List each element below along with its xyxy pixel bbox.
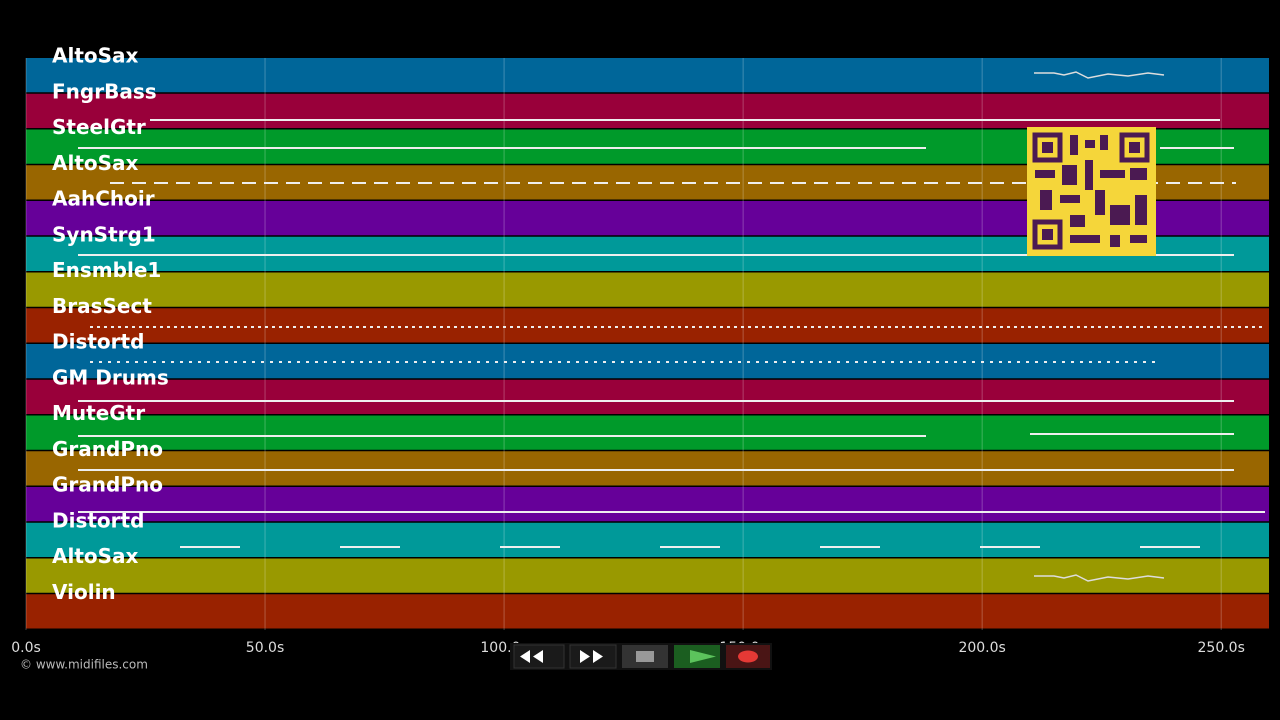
- x-tick-label: 50.0s: [246, 640, 284, 656]
- track-name: FngrBass: [52, 79, 157, 103]
- track-name: Distortd: [52, 508, 144, 532]
- fast-forward-button[interactable]: [569, 644, 617, 669]
- track-band: [26, 594, 1269, 629]
- grid: [25, 58, 1222, 630]
- track-name: MuteGtr: [52, 401, 145, 425]
- x-tick-label: 0.0s: [11, 640, 41, 656]
- track-name: GM Drums: [52, 365, 169, 389]
- track-band: [26, 522, 1269, 557]
- track-name: Ensmble1: [52, 258, 161, 282]
- note-line: [1034, 574, 1165, 582]
- track-band: [26, 558, 1269, 593]
- track-name: GrandPno: [52, 473, 163, 497]
- transport-controls: [510, 643, 772, 670]
- track-name: Distortd: [52, 330, 144, 354]
- notes: [78, 71, 1265, 582]
- track-band: [26, 451, 1269, 486]
- rewind-button[interactable]: [513, 644, 565, 669]
- track-name: AltoSax: [52, 44, 139, 68]
- record-button[interactable]: [726, 645, 770, 668]
- track-name: AahChoir: [52, 187, 155, 211]
- track-name: AltoSax: [52, 544, 139, 568]
- copyright: © www.midifiles.com: [20, 658, 148, 672]
- track-band: [26, 379, 1269, 414]
- stop-button[interactable]: [622, 645, 668, 668]
- track-band: [26, 415, 1269, 450]
- track-band: [26, 272, 1269, 307]
- play-button[interactable]: [674, 645, 720, 668]
- track-band: [26, 93, 1269, 128]
- qr-code: [1027, 127, 1156, 256]
- track-name: SteelGtr: [52, 115, 146, 139]
- track-name: SynStrg1: [52, 222, 156, 246]
- track-band: [26, 344, 1269, 379]
- track-band: [26, 487, 1269, 522]
- track-name: BrasSect: [52, 294, 152, 318]
- track-name: Violin: [52, 580, 116, 604]
- track-band: [26, 308, 1269, 343]
- track-name: GrandPno: [52, 437, 163, 461]
- x-tick-label: 250.0s: [1198, 640, 1245, 656]
- track-labels: AltoSax FngrBass SteelGtr AltoSax AahChoir Sy…: [52, 44, 169, 604]
- track-name: AltoSax: [52, 151, 139, 175]
- note-line: [1034, 71, 1165, 79]
- x-tick-label: 200.0s: [958, 640, 1005, 656]
